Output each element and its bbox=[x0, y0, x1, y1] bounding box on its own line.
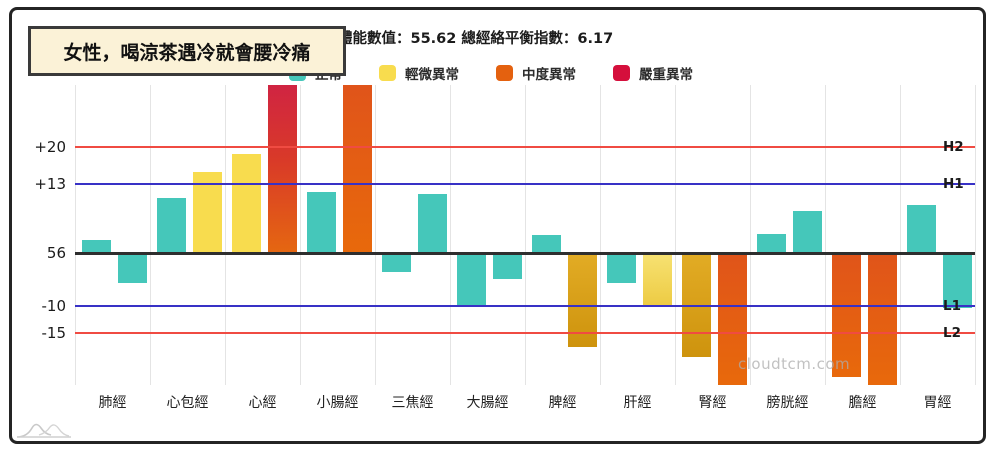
watermark: cloudtcm.com bbox=[738, 355, 851, 373]
legend-label: 中度異常 bbox=[522, 67, 576, 83]
bar-小腸經-2 bbox=[343, 85, 372, 253]
bar-肝經-1 bbox=[607, 253, 636, 284]
x-axis-label: 膀胱經 bbox=[766, 395, 809, 411]
x-axis-label: 胃經 bbox=[923, 395, 952, 411]
bar-脾經-2 bbox=[568, 253, 597, 347]
threshold-label-h2: H2 bbox=[943, 139, 964, 155]
bar-膽經-1 bbox=[832, 253, 861, 378]
x-axis-label: 大腸經 bbox=[466, 395, 509, 411]
y-axis-label: -10 bbox=[41, 297, 67, 315]
x-axis-label: 膽經 bbox=[848, 395, 877, 411]
mild-swatch-icon bbox=[379, 65, 396, 81]
threshold-line-l1 bbox=[75, 305, 975, 307]
gridline bbox=[900, 85, 901, 385]
gridline bbox=[600, 85, 601, 385]
bar-肺經-1 bbox=[82, 240, 111, 253]
patient-note-banner: 女性，喝涼茶遇冷就會腰冷痛 bbox=[28, 26, 346, 76]
y-axis-label: -15 bbox=[41, 323, 67, 342]
y-axis-label: +20 bbox=[34, 138, 66, 156]
bar-肺經-2 bbox=[118, 253, 147, 284]
gridline bbox=[375, 85, 376, 385]
y-axis-label: +13 bbox=[34, 175, 66, 194]
patient-note-text: 女性，喝涼茶遇冷就會腰冷痛 bbox=[63, 41, 311, 64]
gridline bbox=[750, 85, 751, 385]
gridline bbox=[150, 85, 151, 385]
cloudtcm-logo-icon bbox=[16, 423, 71, 438]
gridline bbox=[300, 85, 301, 385]
bar-大腸經-2 bbox=[493, 253, 522, 279]
bar-大腸經-1 bbox=[457, 253, 486, 306]
stats-line: 體能數值：55.62 總經絡平衡指數：6.17 bbox=[338, 31, 614, 47]
x-axis-label: 小腸經 bbox=[316, 395, 359, 411]
bar-胃經-2 bbox=[943, 253, 972, 308]
threshold-label-h1: H1 bbox=[943, 176, 964, 193]
x-axis-label: 心經 bbox=[248, 395, 277, 411]
bar-心經-1 bbox=[232, 153, 261, 253]
legend-item-severe: 嚴重異常 bbox=[613, 63, 693, 83]
baseline bbox=[75, 251, 975, 255]
legend-item-mild: 輕微異常 bbox=[379, 63, 459, 83]
severe-swatch-icon bbox=[613, 65, 630, 81]
bar-脾經-1 bbox=[532, 234, 561, 253]
threshold-label-l2: L2 bbox=[943, 324, 961, 341]
x-axis-label: 肝經 bbox=[623, 395, 652, 411]
bar-三焦經-2 bbox=[418, 194, 447, 253]
legend-item-moderate: 中度異常 bbox=[496, 63, 576, 83]
bar-腎經-1 bbox=[682, 253, 711, 357]
chart-legend: 正常 輕微異常 中度異常 嚴重異常 bbox=[289, 63, 693, 83]
bar-小腸經-1 bbox=[307, 192, 336, 253]
gridline bbox=[450, 85, 451, 385]
gridline bbox=[525, 85, 526, 385]
bar-心包經-2 bbox=[193, 171, 222, 253]
threshold-line-h2 bbox=[75, 146, 975, 148]
bar-胃經-1 bbox=[907, 205, 936, 253]
bar-三焦經-1 bbox=[382, 253, 411, 272]
bar-心經-2 bbox=[268, 85, 297, 253]
x-axis-label: 肺經 bbox=[98, 395, 127, 411]
bar-膽經-2 bbox=[868, 253, 897, 385]
gridline bbox=[825, 85, 826, 385]
gridline bbox=[975, 85, 976, 385]
bar-腎經-2 bbox=[718, 253, 747, 385]
x-axis-label: 腎經 bbox=[698, 395, 727, 411]
x-axis-label: 三焦經 bbox=[391, 395, 434, 411]
x-axis-label: 脾經 bbox=[548, 395, 577, 411]
moderate-swatch-icon bbox=[496, 65, 513, 81]
gridline bbox=[75, 85, 76, 385]
threshold-line-l2 bbox=[75, 331, 975, 334]
bar-肝經-2 bbox=[643, 253, 672, 306]
threshold-line-h1 bbox=[75, 183, 975, 186]
gridline bbox=[225, 85, 226, 385]
legend-label: 輕微異常 bbox=[405, 67, 459, 83]
gridline bbox=[675, 85, 676, 385]
threshold-label-l1: L1 bbox=[943, 298, 961, 314]
legend-label: 嚴重異常 bbox=[639, 67, 693, 83]
y-axis-baseline-label: 56 bbox=[46, 244, 66, 262]
x-axis-label: 心包經 bbox=[166, 395, 209, 411]
bar-心包經-1 bbox=[157, 197, 186, 253]
bar-膀胱經-1 bbox=[757, 234, 786, 253]
bar-膀胱經-2 bbox=[793, 210, 822, 253]
